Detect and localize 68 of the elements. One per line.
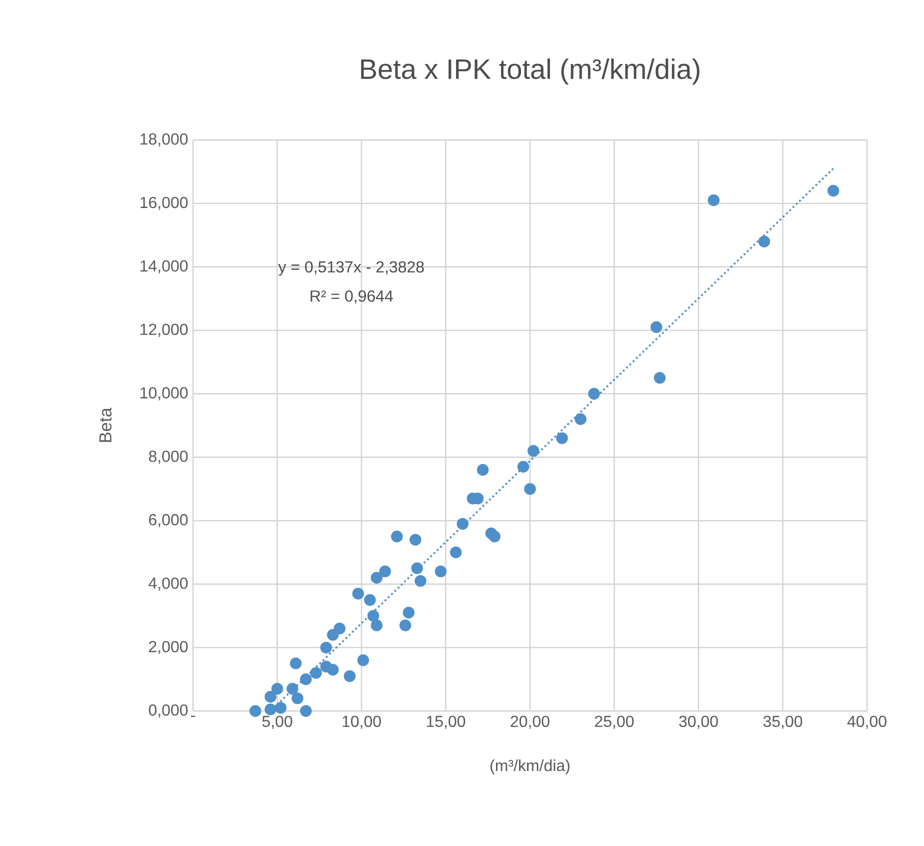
point	[556, 432, 568, 444]
point	[326, 664, 339, 676]
point	[650, 321, 662, 334]
point	[320, 642, 332, 654]
point	[274, 702, 286, 714]
point	[708, 194, 720, 206]
point	[758, 236, 770, 248]
point	[456, 518, 468, 530]
point	[827, 184, 840, 197]
point	[488, 530, 500, 542]
y-tick-label: 6,000	[149, 514, 188, 528]
point	[352, 588, 364, 600]
point	[264, 704, 276, 716]
point	[357, 654, 370, 666]
point	[574, 413, 586, 426]
point	[476, 464, 489, 476]
point	[364, 594, 376, 606]
point	[391, 530, 403, 542]
annotation: y = 0,5137x - 2,3828	[278, 261, 424, 276]
x-tick-label: 35,00	[763, 716, 802, 729]
y-tick-label: 18,000	[140, 133, 188, 147]
point	[528, 445, 540, 457]
point	[370, 572, 383, 584]
point	[379, 566, 391, 578]
chart-title: Beta x IPK total (m³/km/dia)	[361, 58, 700, 85]
y-tick-label: 14,000	[140, 260, 188, 274]
y-tick-label: 8,000	[148, 450, 188, 464]
point	[370, 619, 383, 632]
point	[286, 682, 298, 695]
point	[271, 682, 284, 695]
point	[399, 619, 412, 632]
point	[344, 670, 356, 682]
point	[654, 372, 666, 384]
point	[414, 575, 426, 587]
y-axis-title: Beta	[99, 408, 112, 442]
point	[410, 534, 422, 546]
annotation: R² = 0,9644	[310, 290, 393, 304]
x-tick-label: 30,00	[679, 716, 718, 729]
point	[310, 667, 322, 679]
point	[517, 460, 530, 473]
point	[292, 692, 304, 704]
y-tick-label: 4,000	[148, 578, 188, 591]
y-tick-label: 0,000	[148, 704, 188, 718]
point	[411, 562, 423, 574]
y-tick-label: 16,000	[140, 196, 188, 210]
point	[290, 658, 302, 670]
point	[402, 606, 415, 619]
point	[334, 622, 346, 634]
x-tick-label: 10,00	[342, 716, 381, 729]
x-axis-title: (m³/km/dia)	[490, 759, 570, 774]
point	[300, 673, 312, 686]
x-tick-label: -	[191, 716, 195, 717]
point	[300, 705, 312, 717]
point	[434, 566, 447, 578]
x-tick-label: 20,00	[510, 716, 550, 729]
point	[264, 690, 276, 703]
point	[450, 546, 462, 558]
y-tick-label: 12,000	[140, 324, 188, 337]
x-tick-label: 15,00	[426, 716, 466, 729]
x-tick-label: 40,00	[847, 716, 886, 729]
x-tick-label: 25,00	[595, 716, 634, 729]
x-tick-label: 5,00	[262, 716, 292, 729]
point	[367, 610, 380, 622]
y-tick-label: 10,000	[140, 387, 188, 400]
point	[524, 483, 536, 495]
point	[588, 388, 600, 400]
point	[249, 705, 262, 717]
y-tick-label: 2,000	[149, 640, 188, 654]
